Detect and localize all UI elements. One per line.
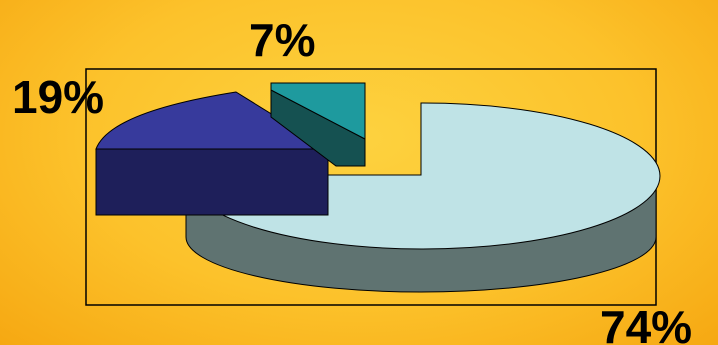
- pie-slice-7[interactable]: [270, 82, 366, 167]
- pie-label-7: 7%: [249, 14, 315, 66]
- pie-label-19: 19%: [12, 71, 104, 123]
- pie-label-74: 74%: [600, 301, 692, 345]
- pie-slice-7-top: [270, 82, 366, 140]
- pie-slice-19[interactable]: [95, 91, 330, 216]
- pie-slice-19-side: [95, 148, 329, 216]
- pie-slice-19-top: [95, 91, 330, 150]
